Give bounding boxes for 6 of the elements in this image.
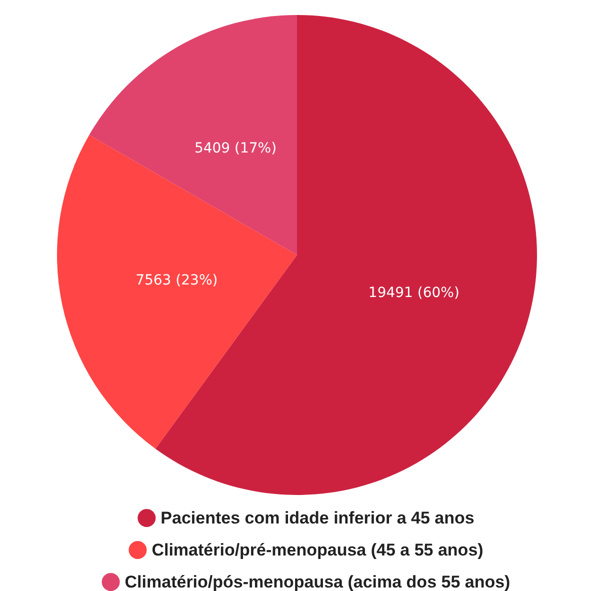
data-label: 7563 (23%) bbox=[136, 272, 218, 288]
legend-label: Climatério/pós-menopausa (acima dos 55 anos) bbox=[124, 572, 510, 591]
data-label: 19491 (60%) bbox=[368, 285, 460, 302]
legend-label: Pacientes com idade inferior a 45 anos bbox=[160, 508, 474, 528]
data-label: 5409 (17%) bbox=[194, 140, 277, 156]
legend-label: Climatério/pré-menopausa (45 a 55 anos) bbox=[152, 540, 484, 560]
